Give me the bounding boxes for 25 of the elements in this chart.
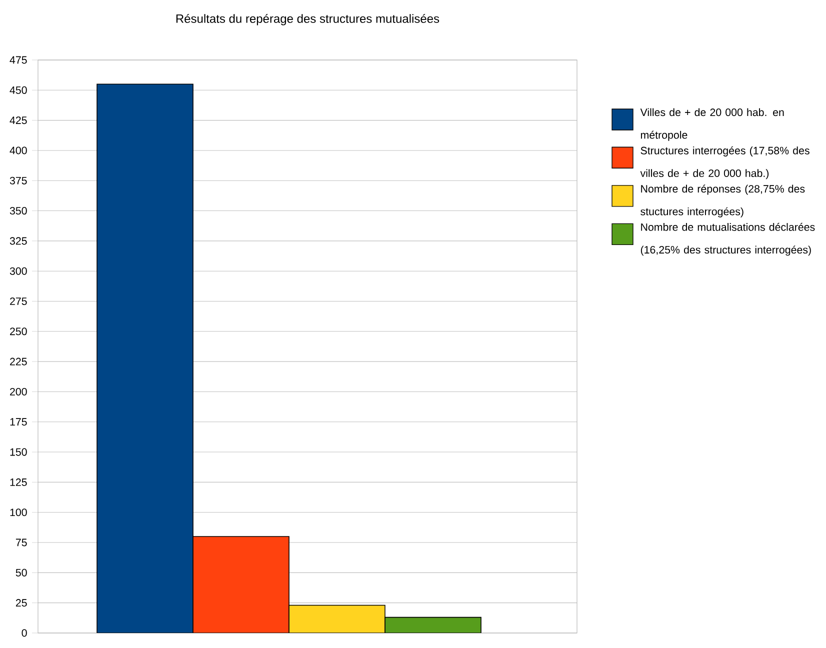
text: Nombre de mutualisations déclarées (16,25% des structures interrogées) xyxy=(640,222,815,256)
y-tick-label: 150 xyxy=(10,448,27,456)
y-tick-label: 225 xyxy=(10,358,27,366)
y-tick-label: 250 xyxy=(10,328,27,336)
y-tick-label: 175 xyxy=(10,418,27,426)
y-tick-label: 375 xyxy=(10,176,27,184)
y-tick-label: 100 xyxy=(10,508,27,516)
y-tick-label: 300 xyxy=(10,267,27,275)
chart-title: Résultats du repérage des structures mutualisées xyxy=(176,14,440,26)
y-tick-label: 425 xyxy=(10,116,27,124)
y-tick-label: 350 xyxy=(10,206,27,214)
y-tick-label: 125 xyxy=(10,478,27,486)
y-tick-label: 25 xyxy=(16,598,27,607)
legend-label: Nombre de réponses (28,75% des stuctures interrogées) xyxy=(640,184,805,218)
legend-label: Structures interrogées (17,58% des villes de + de 20 000 hab.) xyxy=(640,146,810,180)
y-tick-label: 75 xyxy=(16,538,27,546)
y-tick-label: 275 xyxy=(10,297,27,305)
y-tick-label: 0 xyxy=(22,629,27,637)
y-tick-label: 50 xyxy=(16,568,27,576)
y-tick-label: 475 xyxy=(10,56,27,64)
text: Villes de + de 20 000 hab. en métropole xyxy=(640,108,784,141)
y-tick-label: 450 xyxy=(10,86,27,94)
y-tick-label: 400 xyxy=(10,146,27,154)
y-tick-label: 200 xyxy=(10,388,27,396)
y-tick-label: 325 xyxy=(10,237,27,245)
